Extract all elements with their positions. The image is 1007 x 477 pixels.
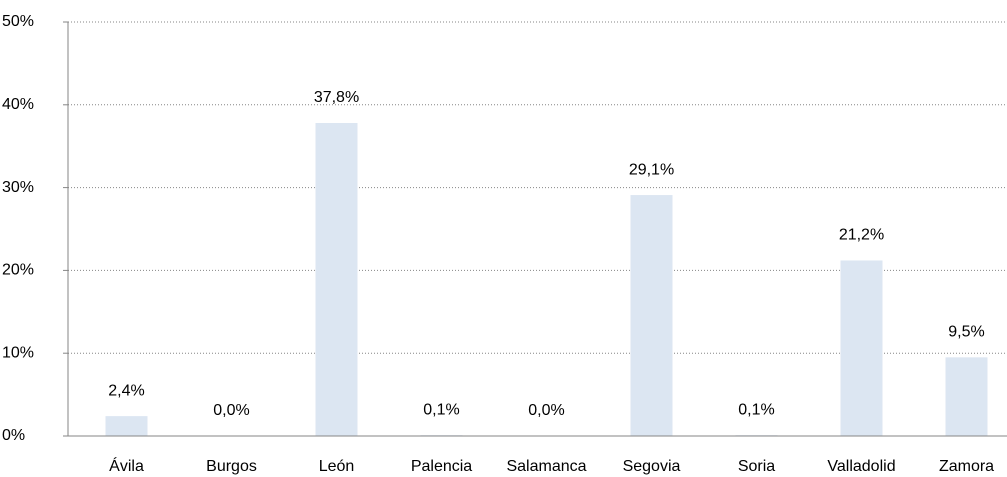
x-tick-label: Palencia xyxy=(411,458,472,475)
y-tick-label: 0% xyxy=(2,427,25,444)
x-tick-label: Ávila xyxy=(109,456,144,475)
bar xyxy=(840,260,883,436)
x-tick-label: Valladolid xyxy=(827,458,895,475)
x-tick-label: Salamanca xyxy=(506,458,586,475)
value-label: 2,4% xyxy=(108,382,144,399)
bar xyxy=(630,195,673,436)
value-label: 37,8% xyxy=(314,89,359,106)
y-tick-label: 10% xyxy=(2,344,34,361)
value-label: 0,0% xyxy=(528,402,564,419)
x-tick-label: Segovia xyxy=(623,458,681,475)
y-tick-label: 30% xyxy=(2,179,34,196)
value-label: 9,5% xyxy=(948,324,984,341)
value-label: 0,1% xyxy=(423,401,459,418)
bar xyxy=(315,123,358,437)
value-label: 0,1% xyxy=(738,401,774,418)
y-tick-label: 50% xyxy=(2,13,34,30)
bar xyxy=(105,416,148,436)
bar xyxy=(945,357,988,436)
x-tick-label: Zamora xyxy=(939,458,994,475)
value-label: 21,2% xyxy=(839,227,884,244)
value-label: 29,1% xyxy=(629,161,674,178)
x-tick-label: León xyxy=(319,458,355,475)
x-tick-label: Burgos xyxy=(206,458,257,475)
y-tick-label: 40% xyxy=(2,96,34,113)
y-tick-label: 20% xyxy=(2,262,34,279)
value-label: 0,0% xyxy=(213,402,249,419)
x-tick-label: Soria xyxy=(738,458,775,475)
